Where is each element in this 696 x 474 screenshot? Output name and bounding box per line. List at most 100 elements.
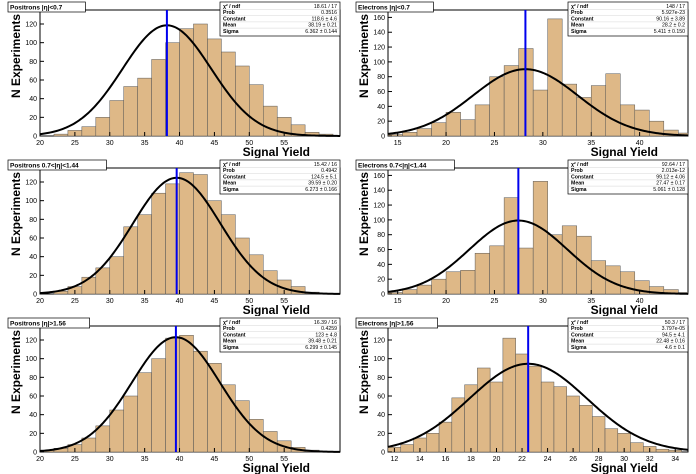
stats-label: Constant	[571, 174, 594, 180]
histogram-bar	[235, 65, 250, 137]
stats-value: 50.3 / 17	[665, 320, 685, 326]
histogram-bar	[431, 122, 447, 137]
stats-label: Prob	[571, 326, 583, 332]
x-tick-label: 30	[539, 140, 547, 147]
fit-stats-box: χ² / ndf 15.42 / 16 Prob 0.4942 Constant 124.…	[219, 159, 341, 195]
y-tick-label: 80	[29, 217, 37, 224]
x-tick-label: 45	[211, 298, 219, 305]
histogram-bar	[263, 105, 278, 137]
histogram-panel: 20 25 30 35 40 45 50 55 0 20 40 60 80 100 120 Signal Yi…	[0, 0, 348, 158]
x-tick-label: 55	[280, 298, 288, 305]
fit-stats-box: χ² / ndf 148 / 17 Prob 5.927e-23 Constant 90.…	[567, 1, 689, 37]
y-tick-label: 120	[25, 180, 37, 187]
histogram-bar	[515, 353, 529, 453]
histogram-bar	[445, 112, 461, 137]
y-tick-label: 20	[29, 431, 37, 438]
stats-value: 6.299 ± 0.145	[305, 345, 337, 351]
histogram-bar	[151, 59, 166, 137]
x-tick-label: 25	[71, 140, 79, 147]
x-tick-label: 50	[245, 456, 253, 463]
stats-value: 16.39 / 16	[314, 320, 337, 326]
histogram-bar	[137, 372, 152, 453]
histogram-bar	[109, 100, 124, 137]
gaussian-fit-curve	[387, 362, 689, 451]
y-tick-label: 0	[381, 134, 385, 141]
histogram-bar	[561, 225, 577, 295]
stats-frame	[567, 1, 689, 37]
x-tick-label: 20	[442, 140, 450, 147]
histogram-bar	[137, 77, 152, 137]
gaussian-fit-curve	[387, 68, 689, 137]
stats-label: χ² / ndf	[223, 320, 240, 326]
y-tick-label: 60	[377, 247, 385, 254]
stats-label: Constant	[223, 174, 246, 180]
y-tick-label: 100	[25, 356, 37, 363]
gaussian-fit-curve	[39, 24, 340, 137]
histogram-bar	[179, 335, 194, 453]
histogram-bar	[528, 365, 542, 453]
x-tick-label: 35	[141, 298, 149, 305]
gaussian-fit-curve	[39, 176, 341, 295]
y-tick-label: 60	[29, 236, 37, 243]
histogram-bar	[547, 18, 563, 137]
title-text: Positrons 0.7<|η|<1.44	[10, 163, 79, 170]
title-text: Electrons |η|<0.7	[358, 5, 410, 12]
histogram-panel: 20 25 30 35 40 45 50 55 0 20 40 60 80 100 120 Signal Yi…	[0, 316, 348, 474]
x-tick-label: 55	[280, 140, 288, 147]
x-tick-label: 35	[141, 140, 149, 147]
stats-frame	[219, 159, 341, 195]
histogram-bar	[503, 65, 519, 137]
fit-stats-box: χ² / ndf 18.61 / 17 Prob 0.3516 Constant 118.…	[219, 1, 341, 37]
stats-value: 0.3516	[321, 10, 337, 16]
stats-label: χ² / ndf	[571, 4, 588, 10]
title-text: Electrons 0.7<|η|<1.44	[358, 163, 427, 170]
title-box	[355, 159, 455, 171]
y-tick-label: 0	[33, 134, 37, 141]
histogram-bar	[489, 76, 505, 137]
stats-value: 148 / 17	[666, 4, 685, 10]
stats-label: χ² / ndf	[571, 320, 588, 326]
y-axis-label: N Experiments	[357, 330, 371, 414]
x-tick-label: 20	[36, 456, 44, 463]
x-axis-label: Signal Yield	[591, 145, 658, 158]
fit-stats-box: χ² / ndf 16.39 / 16 Prob 0.4259 Constant 123 …	[219, 317, 341, 353]
histogram-bar	[123, 226, 138, 295]
x-axis-label: Signal Yield	[591, 303, 658, 316]
x-tick-label: 30	[539, 298, 547, 305]
histogram-bar	[193, 350, 208, 453]
stats-value: 22.48 ± 0.16	[656, 339, 685, 345]
y-axis-label: N Experiments	[357, 14, 371, 98]
fit-stats-box: χ² / ndf 92.64 / 17 Prob 2.013e-12 Constant 9…	[567, 159, 689, 195]
x-tick-label: 35	[587, 140, 595, 147]
stats-frame	[219, 1, 341, 37]
y-tick-label: 60	[377, 89, 385, 96]
histogram-bar	[464, 384, 478, 453]
x-tick-label: 45	[211, 140, 219, 147]
histogram-bar	[477, 367, 491, 453]
gaussian-fit-curve	[39, 336, 341, 453]
x-tick-label: 15	[394, 298, 402, 305]
histogram-bar	[553, 386, 567, 453]
gaussian-fit-curve	[387, 219, 689, 295]
histogram-bar	[123, 86, 138, 137]
stats-value: 99.12 ± 4.06	[656, 174, 685, 180]
histogram-bar	[579, 405, 593, 453]
y-tick-label: 100	[25, 198, 37, 205]
x-tick-label: 15	[394, 140, 402, 147]
y-tick-label: 0	[381, 450, 385, 457]
title-box	[7, 159, 107, 171]
histogram-bar	[400, 444, 414, 453]
stats-value: 0.4942	[321, 168, 337, 174]
histogram-bar	[151, 192, 166, 295]
x-tick-label: 14	[416, 456, 424, 463]
x-tick-label: 12	[390, 456, 398, 463]
histogram-bar	[193, 23, 208, 137]
histogram-bar	[620, 271, 636, 295]
histogram-title: Positrons |η|>1.56	[7, 317, 90, 329]
histogram-bar	[151, 358, 166, 453]
stats-value: 39.48 ± 0.21	[308, 339, 337, 345]
stats-label: Sigma	[571, 345, 587, 351]
y-tick-label: 80	[29, 59, 37, 66]
title-box	[7, 1, 86, 13]
histogram-bar	[402, 289, 418, 295]
